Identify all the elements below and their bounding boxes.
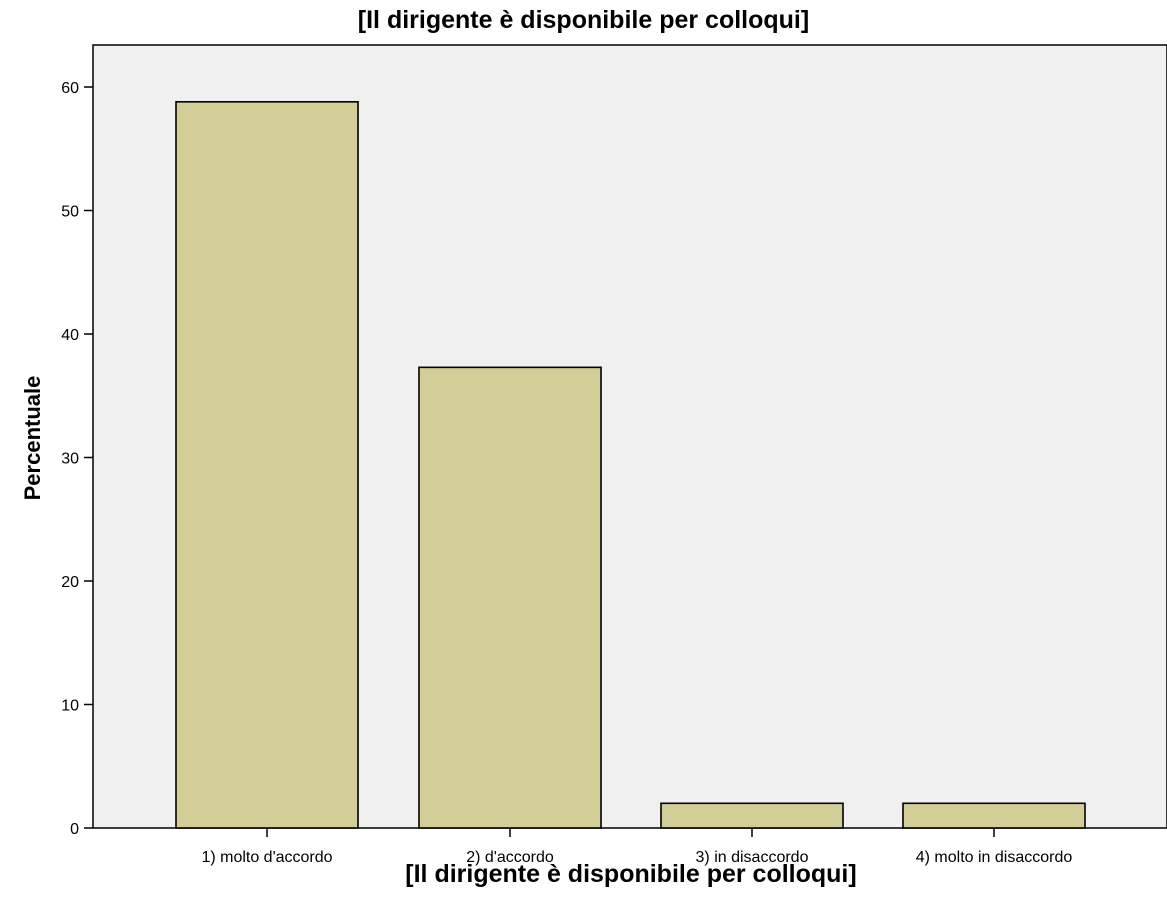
y-tick-label: 40 <box>61 327 79 344</box>
x-tick-label: 1) molto d'accordo <box>201 849 332 866</box>
bar <box>660 802 844 829</box>
bar <box>902 802 1086 829</box>
x-axis-ticks: 1) molto d'accordo 2) d'accordo 3) in disa… <box>201 828 1072 866</box>
x-tick-label: 2) d'accordo <box>466 849 554 866</box>
y-axis-ticks: 0 10 20 30 40 50 60 <box>61 80 93 838</box>
y-tick-label: 0 <box>70 821 79 838</box>
y-tick-label: 20 <box>61 574 79 591</box>
y-tick-label: 30 <box>61 451 79 468</box>
x-axis-label: [Il dirigente è disponibile per colloqui… <box>405 860 857 888</box>
bar <box>175 101 359 829</box>
y-tick-label: 10 <box>61 698 79 715</box>
bar <box>418 366 602 829</box>
x-tick-label: 3) in disaccordo <box>696 849 809 866</box>
bars-group <box>175 101 1086 829</box>
chart-title: [Il dirigente è disponibile per colloqui… <box>357 6 810 34</box>
y-tick-label: 60 <box>61 80 79 97</box>
y-axis-label: Percentuale <box>20 375 45 501</box>
x-tick-label: 4) molto in disaccordo <box>916 849 1073 866</box>
y-tick-label: 50 <box>61 204 79 221</box>
